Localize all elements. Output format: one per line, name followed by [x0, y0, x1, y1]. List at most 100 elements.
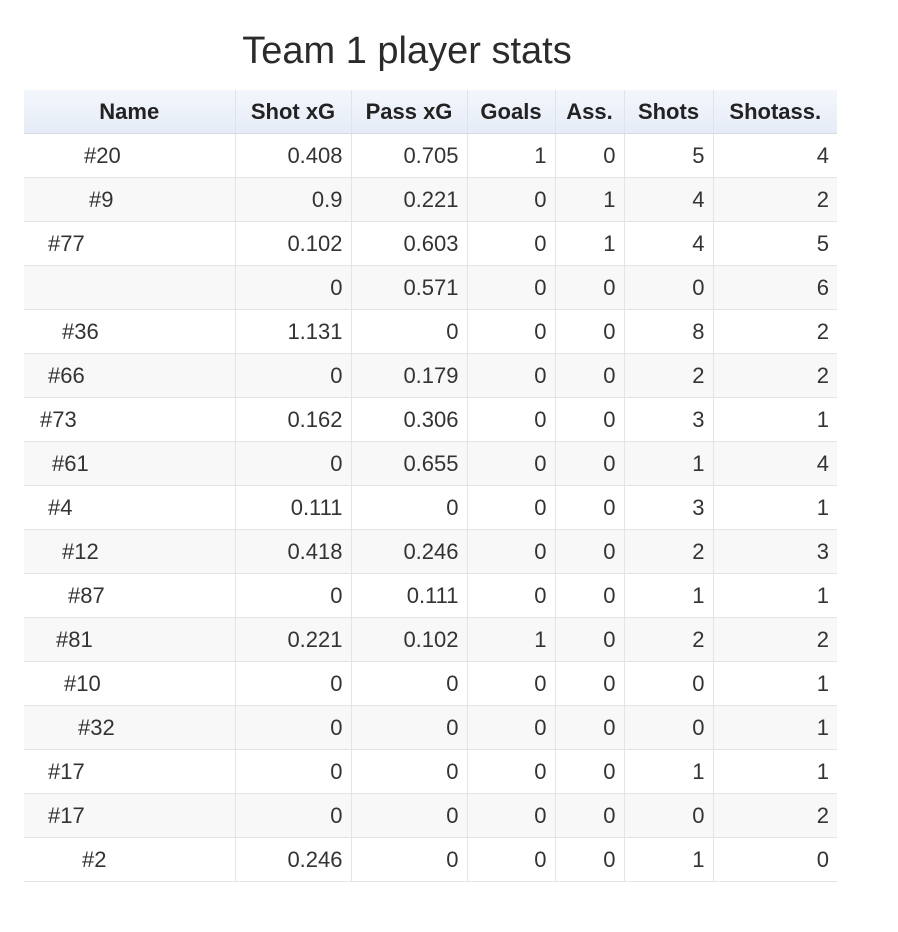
cell-shot-xg: 0	[234, 661, 351, 706]
header-shots[interactable]: Shots	[623, 90, 713, 134]
cell-shots: 4	[623, 177, 713, 222]
table-row[interactable]: #20 0.408 0.705 1 0 5 4	[24, 133, 837, 178]
header-name[interactable]: Name	[24, 90, 235, 134]
cell-pass-xg: 0.246	[350, 529, 467, 574]
header-assists[interactable]: Ass.	[554, 90, 624, 134]
cell-assists: 0	[554, 529, 624, 574]
header-row: Name Shot xG Pass xG Goals Ass. Shots Sh…	[24, 90, 837, 134]
cell-assists: 0	[554, 617, 624, 662]
cell-assists: 0	[554, 397, 624, 442]
cell-shots: 3	[623, 397, 713, 442]
cell-assists: 0	[554, 485, 624, 530]
cell-goals: 0	[466, 705, 555, 750]
cell-player-name: #17	[24, 793, 235, 838]
cell-assists: 0	[554, 749, 624, 794]
cell-shot-xg: 0	[234, 353, 351, 398]
cell-pass-xg: 0	[350, 749, 467, 794]
cell-shot-assists: 4	[712, 133, 837, 178]
cell-shot-assists: 2	[712, 793, 837, 838]
cell-pass-xg: 0.102	[350, 617, 467, 662]
cell-goals: 0	[466, 353, 555, 398]
header-goals[interactable]: Goals	[466, 90, 555, 134]
cell-shot-assists: 1	[712, 573, 837, 618]
cell-shots: 2	[623, 529, 713, 574]
cell-shot-xg: 0	[234, 705, 351, 750]
cell-assists: 0	[554, 265, 624, 310]
cell-shot-assists: 1	[712, 749, 837, 794]
table-row[interactable]: #66 0 0.179 0 0 2 2	[24, 353, 837, 398]
cell-goals: 1	[466, 617, 555, 662]
table-row[interactable]: #17 0 0 0 0 0 2	[24, 793, 837, 838]
cell-player-name: #61	[24, 441, 235, 486]
table-row[interactable]: #9 0.9 0.221 0 1 4 2	[24, 177, 837, 222]
cell-shots: 0	[623, 705, 713, 750]
cell-assists: 0	[554, 133, 624, 178]
cell-goals: 0	[466, 397, 555, 442]
cell-shot-assists: 0	[712, 837, 837, 882]
table-row[interactable]: #4 0.111 0 0 0 3 1	[24, 485, 837, 530]
cell-shot-xg: 0	[234, 265, 351, 310]
table-row[interactable]: #17 0 0 0 0 1 1	[24, 749, 837, 794]
cell-assists: 0	[554, 705, 624, 750]
cell-player-name: #12	[24, 529, 235, 574]
table-row[interactable]: #61 0 0.655 0 0 1 4	[24, 441, 837, 486]
table-row[interactable]: #32 0 0 0 0 0 1	[24, 705, 837, 750]
cell-shots: 1	[623, 837, 713, 882]
cell-shots: 0	[623, 661, 713, 706]
cell-goals: 0	[466, 749, 555, 794]
cell-shot-xg: 0	[234, 573, 351, 618]
cell-shot-assists: 1	[712, 397, 837, 442]
cell-player-name: #20	[24, 133, 235, 178]
cell-shot-assists: 2	[712, 353, 837, 398]
cell-shots: 1	[623, 573, 713, 618]
cell-goals: 0	[466, 177, 555, 222]
cell-pass-xg: 0.571	[350, 265, 467, 310]
cell-shot-xg: 0.221	[234, 617, 351, 662]
table-row[interactable]: #81 0.221 0.102 1 0 2 2	[24, 617, 837, 662]
cell-shot-xg: 0.418	[234, 529, 351, 574]
cell-shot-xg: 1.131	[234, 309, 351, 354]
cell-goals: 0	[466, 837, 555, 882]
cell-player-name: #36	[24, 309, 235, 354]
table-row[interactable]: #73 0.162 0.306 0 0 3 1	[24, 397, 837, 442]
table-row[interactable]: #10 0 0 0 0 0 1	[24, 661, 837, 706]
cell-player-name: #73	[24, 397, 235, 442]
cell-goals: 0	[466, 441, 555, 486]
cell-pass-xg: 0.221	[350, 177, 467, 222]
cell-assists: 0	[554, 353, 624, 398]
cell-assists: 0	[554, 661, 624, 706]
table-row[interactable]: #2 0.246 0 0 0 1 0	[24, 837, 837, 882]
table-row[interactable]: #77 0.102 0.603 0 1 4 5	[24, 221, 837, 266]
table-row[interactable]: #87 0 0.111 0 0 1 1	[24, 573, 837, 618]
cell-goals: 0	[466, 529, 555, 574]
cell-assists: 0	[554, 573, 624, 618]
header-shot-assists[interactable]: Shotass.	[712, 90, 837, 134]
table-row[interactable]: #36 1.131 0 0 0 8 2	[24, 309, 837, 354]
cell-pass-xg: 0.603	[350, 221, 467, 266]
cell-pass-xg: 0.655	[350, 441, 467, 486]
table-row[interactable]: #12 0.418 0.246 0 0 2 3	[24, 529, 837, 574]
cell-goals: 0	[466, 309, 555, 354]
cell-assists: 0	[554, 837, 624, 882]
cell-player-name: #87	[24, 573, 235, 618]
cell-shot-assists: 1	[712, 661, 837, 706]
cell-shot-assists: 1	[712, 485, 837, 530]
header-pass-xg[interactable]: Pass xG	[350, 90, 467, 134]
header-shot-xg[interactable]: Shot xG	[234, 90, 351, 134]
cell-assists: 0	[554, 441, 624, 486]
cell-shots: 4	[623, 221, 713, 266]
cell-player-name: #4	[24, 485, 235, 530]
cell-assists: 1	[554, 177, 624, 222]
cell-assists: 0	[554, 793, 624, 838]
cell-goals: 0	[466, 661, 555, 706]
cell-goals: 0	[466, 485, 555, 530]
cell-player-name	[24, 265, 235, 310]
cell-pass-xg: 0	[350, 837, 467, 882]
cell-pass-xg: 0	[350, 485, 467, 530]
cell-player-name: #17	[24, 749, 235, 794]
cell-player-name: #2	[24, 837, 235, 882]
cell-shot-xg: 0	[234, 441, 351, 486]
cell-shots: 2	[623, 353, 713, 398]
chart-title-text: Team 1 player stats	[242, 30, 572, 72]
table-row[interactable]: 0 0.571 0 0 0 6	[24, 265, 837, 310]
